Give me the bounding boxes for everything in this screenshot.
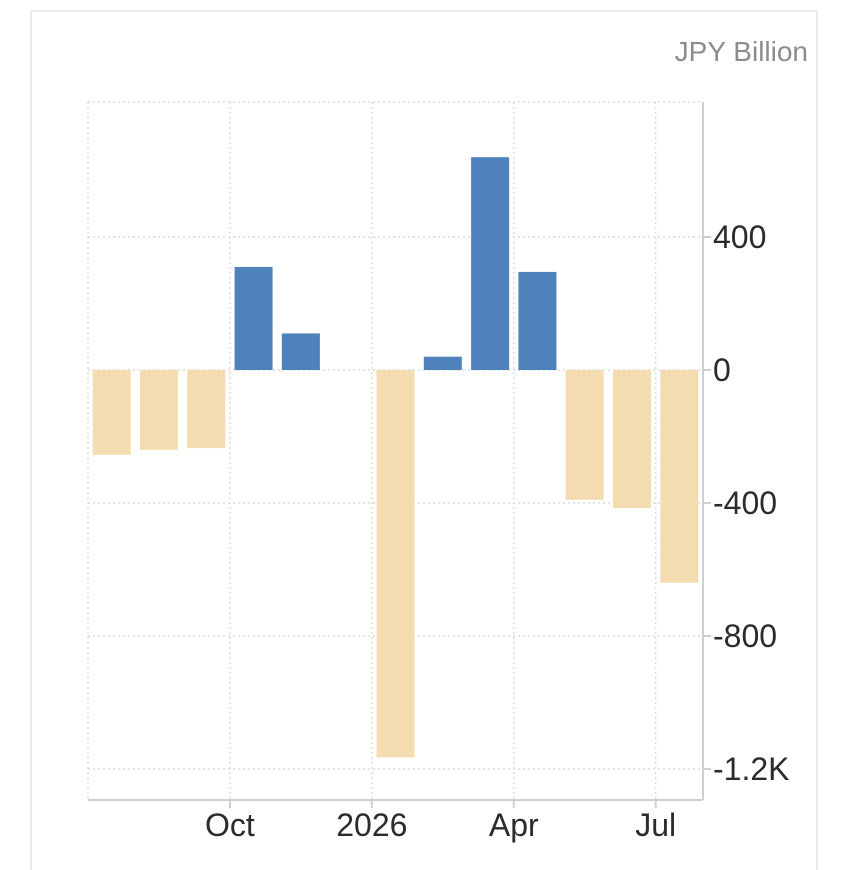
y-tick-label: -1.2K — [713, 751, 789, 787]
bar-2026-06 — [613, 370, 652, 508]
bar-2025-11 — [281, 333, 320, 370]
chart-card — [30, 10, 818, 870]
bar-2026-02 — [423, 356, 462, 370]
x-tick-label: Jul — [635, 807, 676, 843]
y-tick-label: 0 — [713, 352, 731, 388]
grid-lines — [87, 101, 704, 801]
y-axis-ticks: 400 0 -400 -800 -1.2K — [703, 219, 789, 787]
bar-2026-05 — [565, 370, 604, 500]
y-tick-label: 400 — [713, 219, 766, 255]
bar-2025-09 — [187, 370, 226, 449]
x-axis-ticks: Oct 2026 Apr Jul — [205, 800, 676, 843]
bar-2026-01 — [376, 370, 415, 758]
y-tick-label: -400 — [713, 485, 777, 521]
bar-2025-10 — [234, 266, 273, 370]
bar-2026-04 — [518, 271, 557, 370]
bar-2026-07 — [660, 370, 699, 583]
x-tick-label: Apr — [489, 807, 539, 843]
unit-label: JPY Billion — [674, 36, 808, 67]
x-tick-label: Oct — [205, 807, 255, 843]
bar-2025-07 — [92, 370, 131, 455]
bar-2026-03 — [471, 157, 510, 370]
bar-2025-08 — [139, 370, 178, 450]
x-tick-label: 2026 — [336, 807, 407, 843]
bars — [92, 157, 699, 758]
y-tick-label: -800 — [713, 618, 777, 654]
